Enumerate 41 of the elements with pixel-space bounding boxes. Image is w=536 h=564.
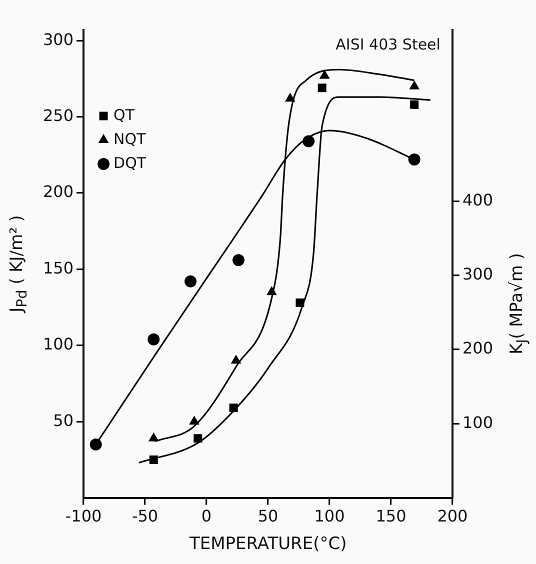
x-tick-label: 200 [437,506,468,526]
y-tick-label: 250 [42,106,74,126]
x-tick-label: -100 [65,506,102,526]
point [302,135,315,148]
point [184,275,197,288]
x-tick-label: -50 [132,506,158,526]
point [229,404,238,412]
point [148,432,159,442]
point [189,416,200,425]
legend-label: QT [114,106,136,124]
y-tick-label: 200 [42,182,74,202]
point [410,100,419,109]
point [148,333,160,346]
point [149,455,158,464]
x-tick-label: 0 [201,506,212,526]
legend-label: NQT [114,130,147,148]
point [284,92,296,102]
x-tick-label: 100 [314,506,345,526]
legend-label: DQT [114,154,147,172]
point [232,254,244,266]
point [230,354,242,364]
point [296,298,304,307]
point [408,154,420,166]
x-tick-label: 150 [376,506,406,526]
y-tick-label: 150 [42,258,74,278]
y2-tick-label: 200 [462,338,494,358]
point [409,80,420,90]
y2-tick-label: 300 [462,264,494,284]
chart-title: AISI 403 Steel [336,35,440,54]
point [194,434,202,443]
y-tick-label: 300 [42,30,74,49]
point [318,84,326,92]
y-tick-label: 50 [53,410,74,430]
point [319,70,330,79]
x-axis-title: TEMPERATURE(°C) [190,534,347,554]
x-tick-label: 50 [258,506,278,526]
y2-tick-label: 100 [462,412,494,432]
y-tick-label: 100 [42,334,74,354]
point [90,438,102,450]
y2-tick-label: 400 [462,190,494,210]
point [266,286,277,296]
